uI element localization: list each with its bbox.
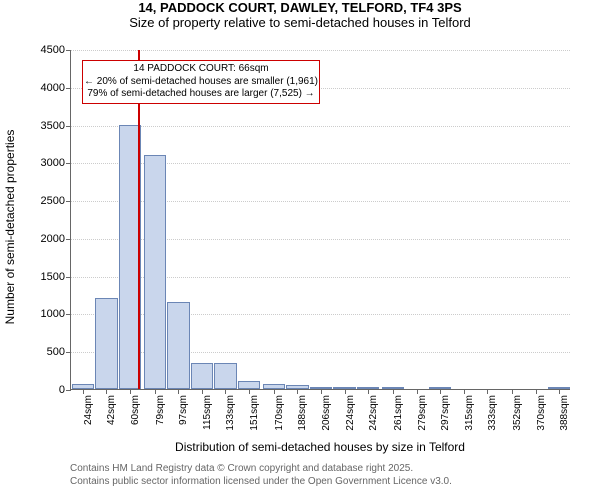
xtick-mark (274, 389, 275, 394)
ytick-label: 1000 (41, 308, 71, 320)
xtick-mark (512, 389, 513, 394)
xtick-label: 297sqm (440, 395, 451, 431)
xtick-label: 315sqm (464, 395, 475, 431)
histogram-bar (167, 302, 189, 389)
xtick-mark (178, 389, 179, 394)
xtick-mark (297, 389, 298, 394)
xtick-label: 115sqm (202, 395, 213, 430)
chart-title: 14, PADDOCK COURT, DAWLEY, TELFORD, TF4 … (0, 0, 600, 15)
xtick-mark (155, 389, 156, 394)
histogram-bar (214, 363, 236, 389)
x-axis-label: Distribution of semi-detached houses by … (70, 440, 570, 454)
chart-container: 14, PADDOCK COURT, DAWLEY, TELFORD, TF4 … (0, 0, 600, 500)
xtick-mark (464, 389, 465, 394)
ytick-label: 4000 (41, 82, 71, 94)
histogram-bar (191, 363, 213, 389)
xtick-mark (368, 389, 369, 394)
ytick-label: 1500 (41, 271, 71, 283)
xtick-mark (225, 389, 226, 394)
ytick-label: 4500 (41, 44, 71, 56)
xtick-mark (559, 389, 560, 394)
xtick-label: 206sqm (321, 395, 332, 431)
xtick-mark (321, 389, 322, 394)
xtick-label: 352sqm (512, 395, 523, 431)
xtick-mark (417, 389, 418, 394)
annotation-line2: ← 20% of semi-detached houses are smalle… (84, 76, 318, 89)
xtick-label: 370sqm (536, 395, 547, 431)
chart-subtitle: Size of property relative to semi-detach… (0, 15, 600, 30)
xtick-label: 333sqm (487, 395, 498, 431)
xtick-label: 261sqm (393, 395, 404, 431)
gridline-h (71, 126, 570, 127)
ytick-label: 0 (59, 384, 71, 396)
xtick-mark (202, 389, 203, 394)
histogram-bar (238, 381, 260, 389)
xtick-label: 79sqm (155, 395, 166, 425)
ytick-label: 500 (47, 346, 71, 358)
xtick-mark (487, 389, 488, 394)
xtick-label: 133sqm (225, 395, 236, 431)
footer-line1: Contains HM Land Registry data © Crown c… (70, 462, 452, 475)
annotation-line1: 14 PADDOCK COURT: 66sqm (84, 63, 318, 76)
xtick-label: 170sqm (274, 395, 285, 431)
xtick-label: 24sqm (83, 395, 94, 425)
y-axis-label: Number of semi-detached properties (3, 107, 17, 347)
xtick-label: 224sqm (345, 395, 356, 431)
footer-attribution: Contains HM Land Registry data © Crown c… (70, 462, 452, 488)
footer-line2: Contains public sector information licen… (70, 475, 452, 488)
xtick-label: 188sqm (297, 395, 308, 431)
xtick-mark (440, 389, 441, 394)
ytick-label: 3500 (41, 120, 71, 132)
xtick-label: 97sqm (178, 395, 189, 425)
xtick-label: 388sqm (559, 395, 570, 431)
ytick-label: 2500 (41, 195, 71, 207)
xtick-mark (536, 389, 537, 394)
annotation-box: 14 PADDOCK COURT: 66sqm ← 20% of semi-de… (82, 60, 320, 104)
xtick-label: 279sqm (417, 395, 428, 431)
ytick-label: 3000 (41, 157, 71, 169)
xtick-mark (106, 389, 107, 394)
gridline-h (71, 50, 570, 51)
xtick-mark (249, 389, 250, 394)
xtick-label: 151sqm (249, 395, 260, 431)
xtick-label: 242sqm (368, 395, 379, 431)
histogram-bar (144, 155, 166, 389)
histogram-bar (95, 298, 117, 389)
xtick-label: 60sqm (130, 395, 141, 425)
xtick-mark (393, 389, 394, 394)
annotation-line3: 79% of semi-detached houses are larger (… (84, 88, 318, 101)
xtick-label: 42sqm (106, 395, 117, 425)
xtick-mark (83, 389, 84, 394)
ytick-label: 2000 (41, 233, 71, 245)
xtick-mark (345, 389, 346, 394)
xtick-mark (130, 389, 131, 394)
